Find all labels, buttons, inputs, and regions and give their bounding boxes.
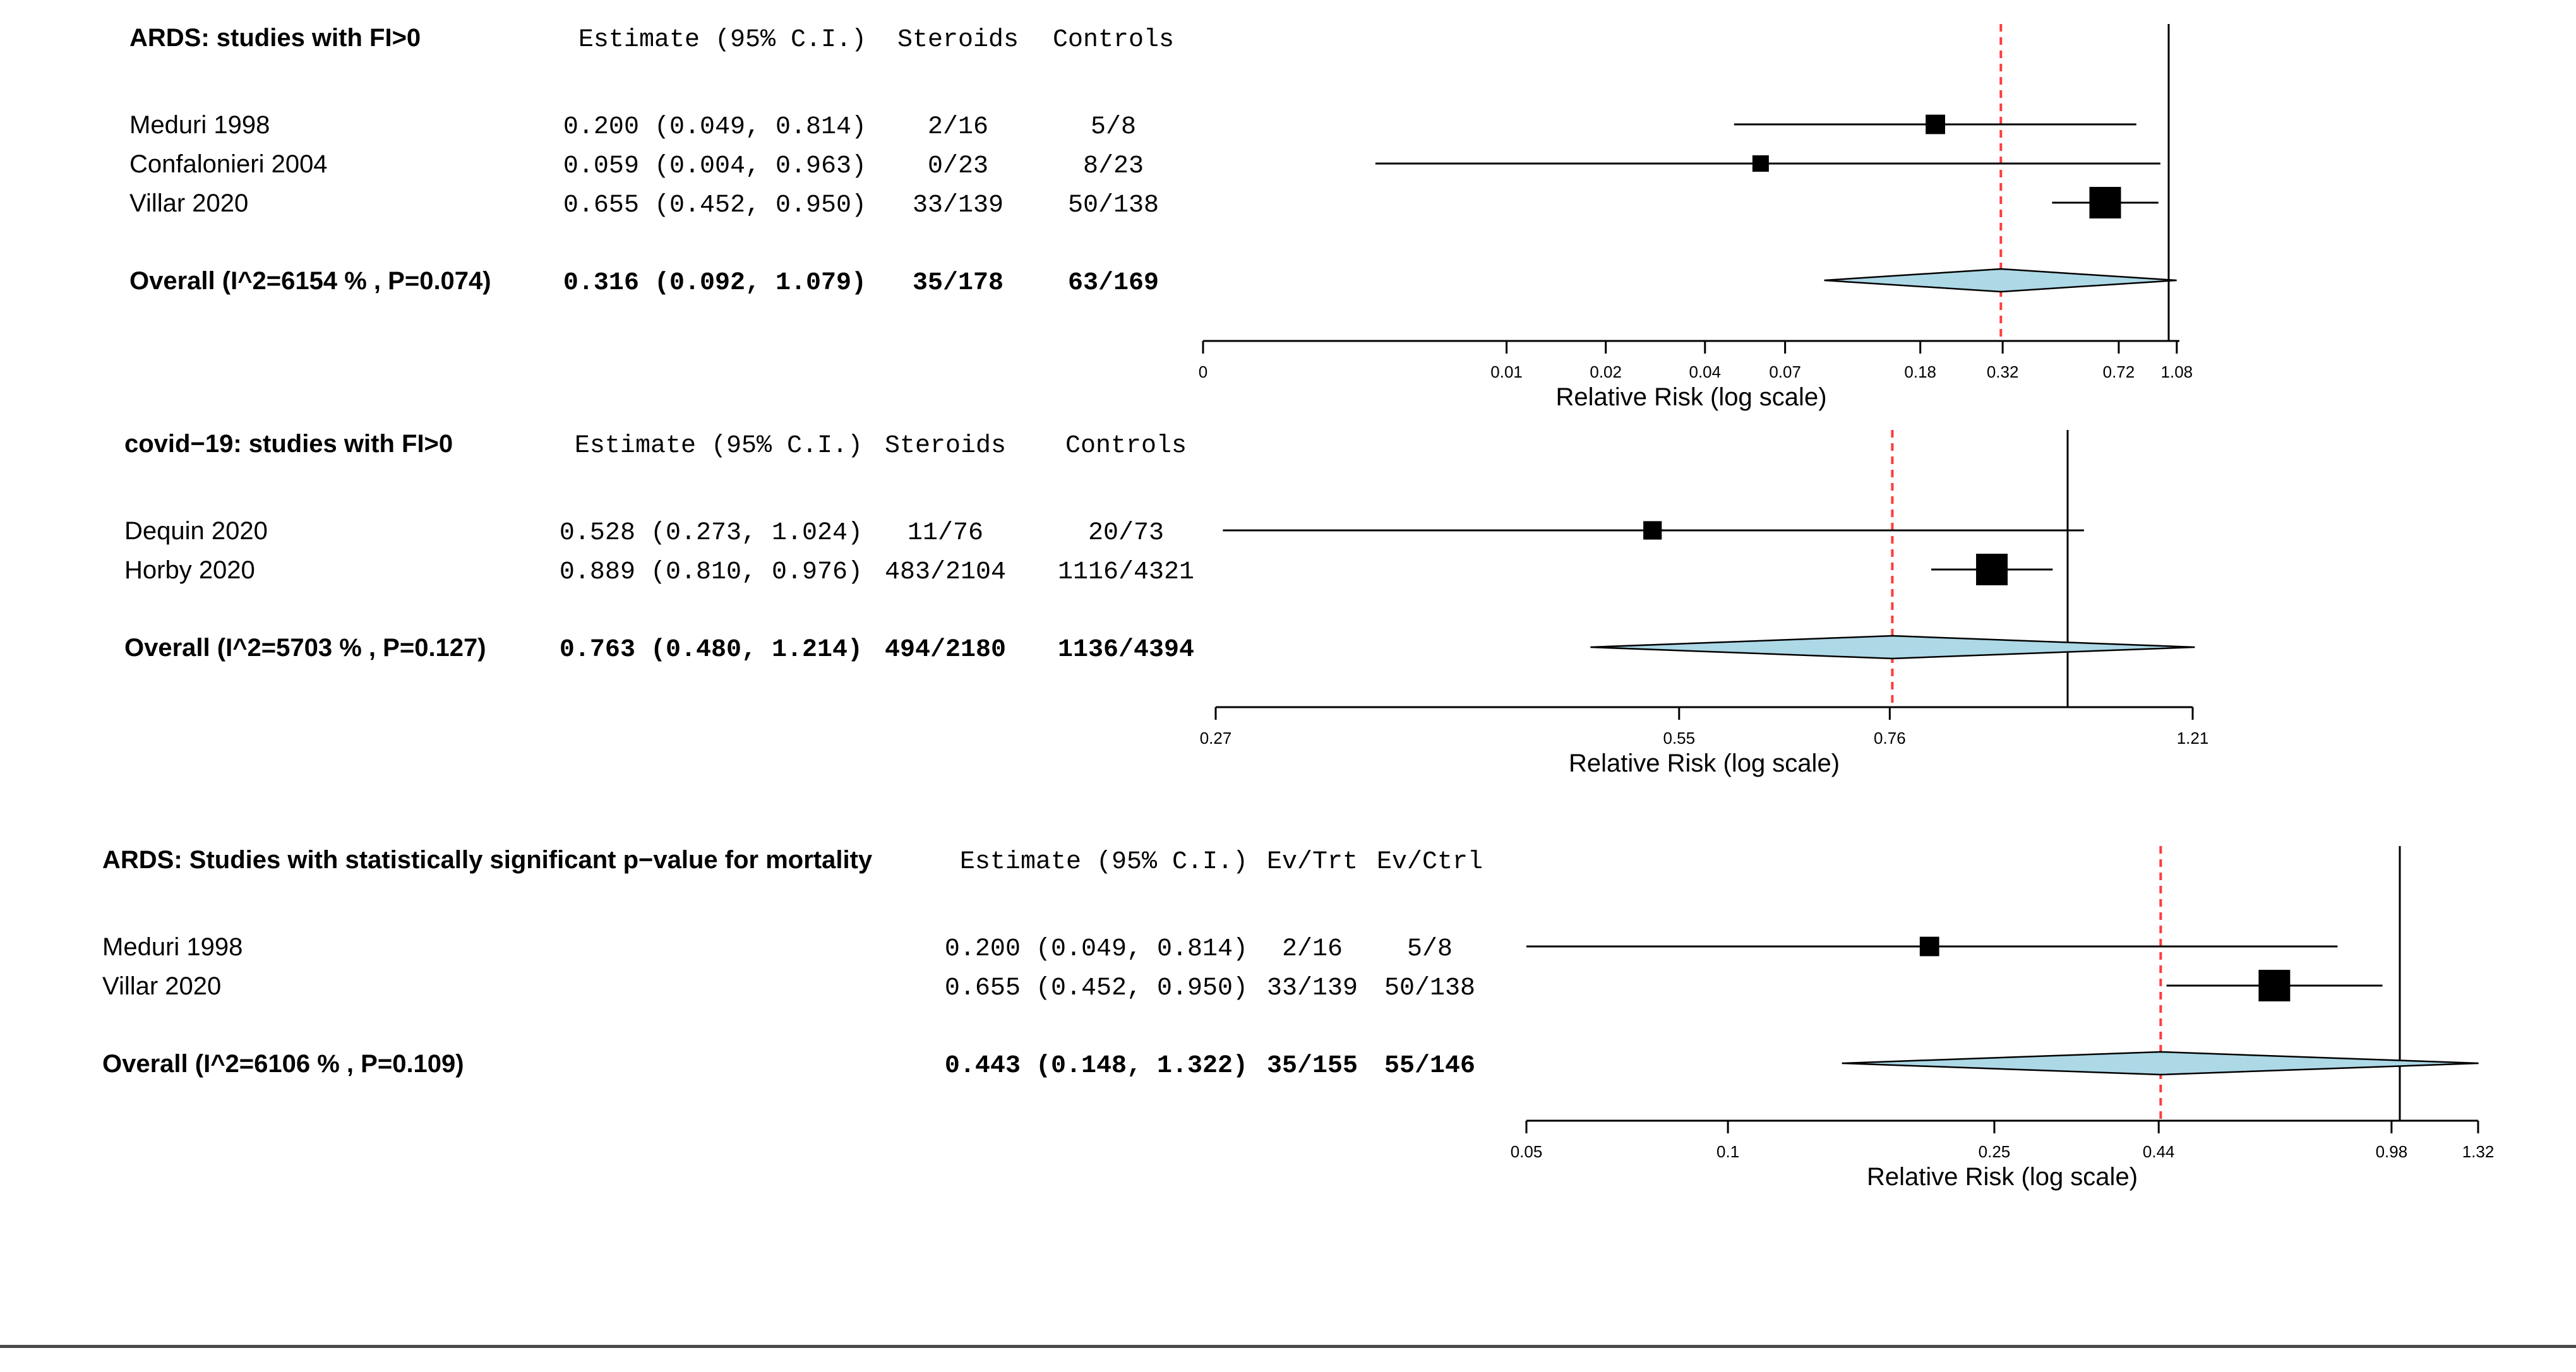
study-point-estimate	[2258, 970, 2291, 1001]
x-axis-tick-label: 0.27	[1200, 729, 1232, 748]
overall-label: Overall (I^2=5703 % , P=0.127)	[124, 634, 486, 662]
overall-treatment-events: 494/2180	[885, 636, 1006, 664]
study-treatment-events: 0/23	[928, 152, 988, 181]
forest-panel-1: ARDS: studies with FI>0 Estimate (95% C.I…	[129, 24, 2193, 411]
study-point-estimate	[1976, 554, 2008, 585]
x-axis-tick-label: 0.44	[2143, 1142, 2175, 1161]
overall-control-events: 63/169	[1068, 269, 1159, 297]
study-treatment-events: 33/139	[913, 191, 1003, 220]
x-axis-tick-label: 1.08	[2161, 362, 2193, 381]
study-name: Horby 2020	[124, 556, 255, 584]
x-axis-tick-label: 0.1	[1716, 1142, 1739, 1161]
column-header-treatment: Ev/Trt	[1267, 848, 1358, 876]
study-point-estimate	[1643, 521, 1662, 540]
x-axis-tick-label: 0.72	[2103, 362, 2135, 381]
study-point-estimate	[1752, 155, 1769, 172]
overall-control-events: 1136/4394	[1058, 636, 1194, 664]
x-axis-tick-label: 0.25	[1979, 1142, 2011, 1161]
column-header-treatment: Steroids	[897, 26, 1019, 54]
overall-treatment-events: 35/155	[1267, 1052, 1358, 1080]
study-estimate: 0.528 (0.273, 1.024)	[560, 519, 863, 547]
study-estimate: 0.655 (0.452, 0.950)	[563, 191, 866, 220]
study-point-estimate	[1919, 936, 1939, 957]
study-control-events: 50/138	[1068, 191, 1159, 220]
column-header-estimate: Estimate (95% C.I.)	[575, 432, 863, 460]
column-header-treatment: Steroids	[885, 432, 1006, 460]
x-axis-label: Relative Risk (log scale)	[1867, 1163, 2138, 1191]
x-axis-tick-label: 0	[1199, 362, 1207, 381]
panel-title: covid−19: studies with FI>0	[124, 430, 453, 458]
x-axis-tick-label: 0.02	[1590, 362, 1622, 381]
study-control-events: 20/73	[1088, 519, 1164, 547]
overall-label: Overall (I^2=6106 % , P=0.109)	[102, 1050, 464, 1078]
forest-panel-2: covid−19: studies with FI>0 Estimate (95%…	[124, 430, 2208, 777]
x-axis-tick-label: 1.21	[2177, 729, 2209, 748]
study-control-events: 8/23	[1083, 152, 1144, 181]
study-estimate: 0.200 (0.049, 0.814)	[563, 113, 866, 141]
x-axis-tick-label: 0.04	[1689, 362, 1721, 381]
overall-summary-diamond	[1842, 1051, 2479, 1076]
study-name: Villar 2020	[129, 189, 248, 217]
study-point-estimate	[1926, 114, 1945, 134]
x-axis-tick-label: 0.07	[1769, 362, 1801, 381]
study-estimate: 0.655 (0.452, 0.950)	[945, 974, 1248, 1003]
study-point-estimate	[2089, 187, 2121, 218]
x-axis-tick-label: 0.05	[1511, 1142, 1543, 1161]
panel-title: ARDS: Studies with statistically signifi…	[102, 846, 873, 874]
x-axis-label: Relative Risk (log scale)	[1555, 383, 1826, 411]
study-name: Dequin 2020	[124, 517, 268, 545]
overall-estimate: 0.763 (0.480, 1.214)	[560, 636, 863, 664]
column-header-control: Ev/Ctrl	[1377, 848, 1483, 876]
study-control-events: 50/138	[1384, 974, 1475, 1003]
x-axis-tick-label: 0.55	[1663, 729, 1696, 748]
study-treatment-events: 33/139	[1267, 974, 1358, 1003]
study-estimate: 0.889 (0.810, 0.976)	[560, 558, 863, 587]
study-name: Meduri 1998	[129, 111, 270, 139]
study-control-events: 1116/4321	[1058, 558, 1194, 587]
overall-treatment-events: 35/178	[913, 269, 1003, 297]
x-axis-label: Relative Risk (log scale)	[1569, 749, 1840, 777]
study-treatment-events: 2/16	[1282, 935, 1343, 963]
study-treatment-events: 2/16	[928, 113, 988, 141]
x-axis-tick-label: 0.18	[1904, 362, 1936, 381]
x-axis-tick-label: 0.32	[1987, 362, 2019, 381]
overall-summary-diamond	[1824, 268, 2177, 293]
study-treatment-events: 11/76	[908, 519, 983, 547]
x-axis-tick-label: 0.98	[2376, 1142, 2408, 1161]
column-header-control: Controls	[1053, 26, 1174, 54]
study-estimate: 0.200 (0.049, 0.814)	[945, 935, 1248, 963]
study-control-events: 5/8	[1407, 935, 1453, 963]
panel-title: ARDS: studies with FI>0	[129, 24, 421, 52]
x-axis-tick-label: 1.32	[2462, 1142, 2495, 1161]
column-header-estimate: Estimate (95% C.I.)	[960, 848, 1248, 876]
study-control-events: 5/8	[1091, 113, 1136, 141]
study-name: Confalonieri 2004	[129, 150, 328, 178]
study-name: Villar 2020	[102, 972, 221, 1000]
overall-estimate: 0.443 (0.148, 1.322)	[945, 1052, 1248, 1080]
study-estimate: 0.059 (0.004, 0.963)	[563, 152, 866, 181]
study-treatment-events: 483/2104	[885, 558, 1006, 587]
overall-summary-diamond	[1590, 635, 2195, 660]
study-name: Meduri 1998	[102, 933, 243, 961]
column-header-control: Controls	[1065, 432, 1187, 460]
overall-label: Overall (I^2=6154 % , P=0.074)	[129, 267, 491, 295]
overall-control-events: 55/146	[1384, 1052, 1475, 1080]
bottom-divider	[0, 1345, 2576, 1348]
column-header-estimate: Estimate (95% C.I.)	[578, 26, 866, 54]
overall-estimate: 0.316 (0.092, 1.079)	[563, 269, 866, 297]
x-axis-tick-label: 0.76	[1874, 729, 1906, 748]
forest-panel-3: ARDS: Studies with statistically signifi…	[102, 846, 2494, 1191]
x-axis-tick-label: 0.01	[1490, 362, 1523, 381]
